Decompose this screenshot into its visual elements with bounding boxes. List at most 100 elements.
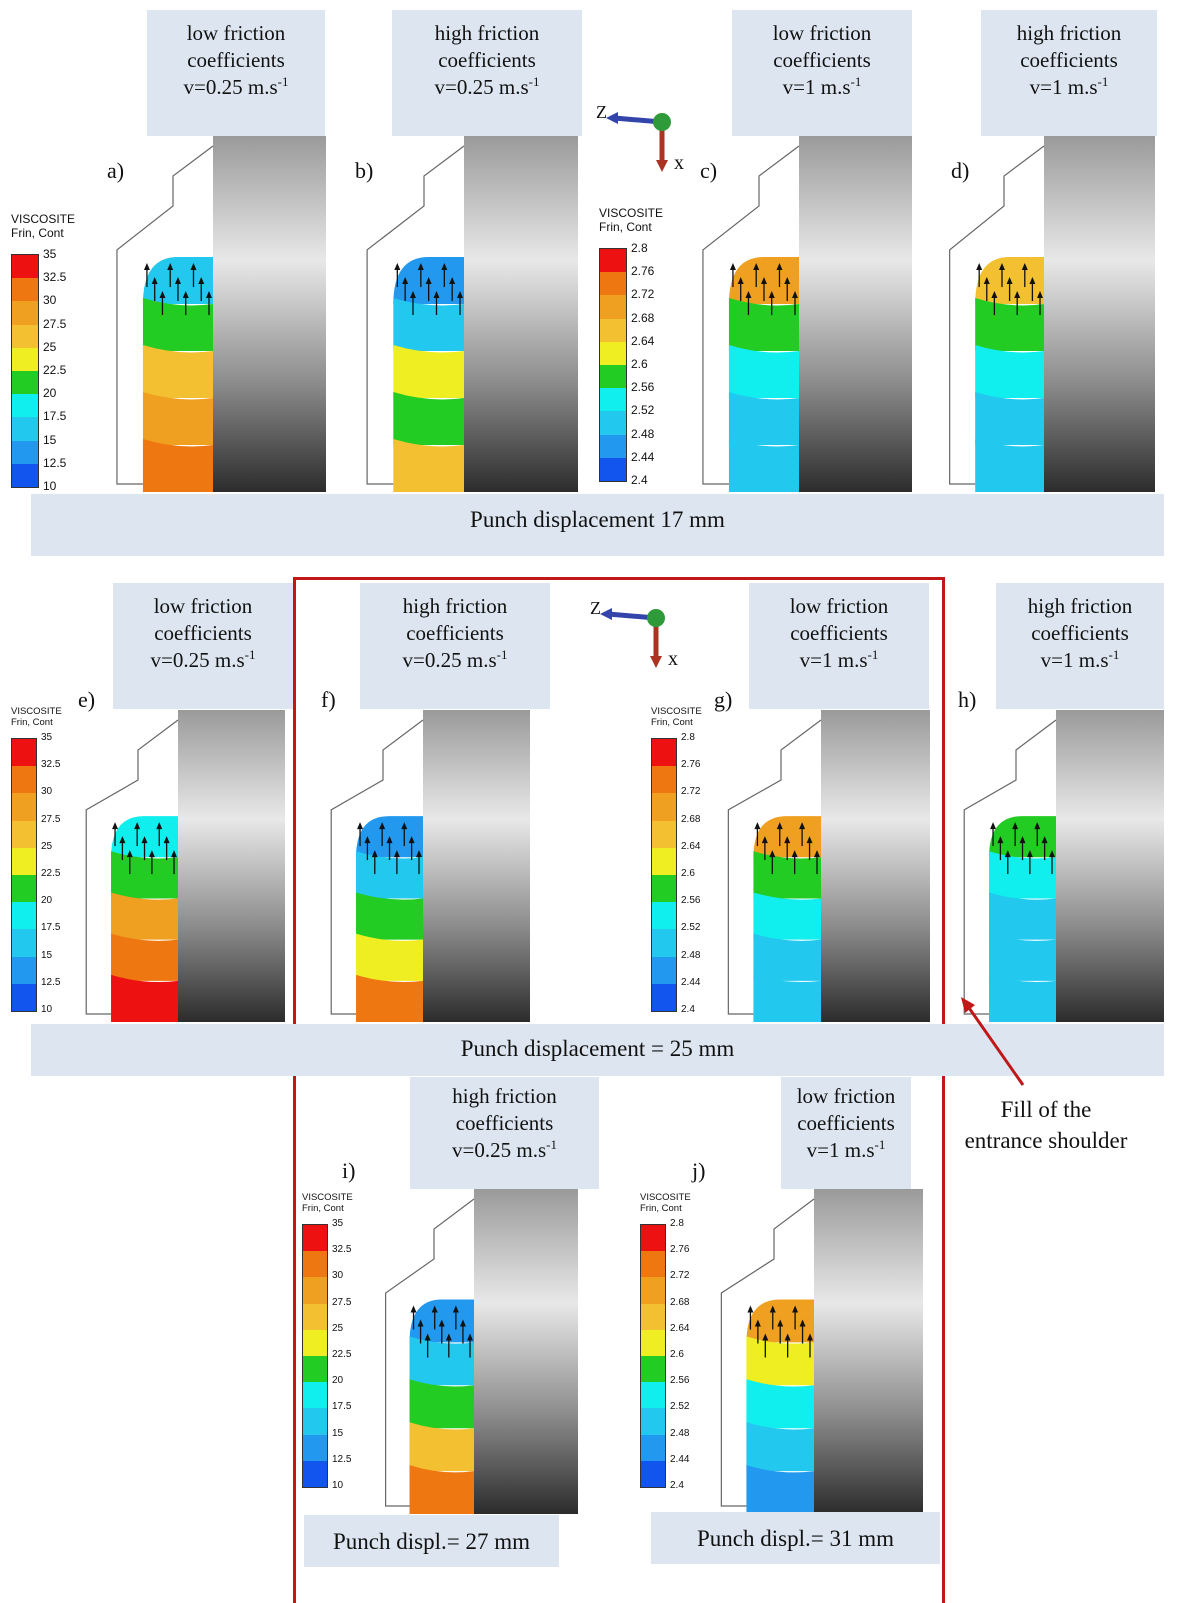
contour-band (356, 974, 423, 1022)
axis-x-label: x (668, 648, 678, 670)
legend-tick-label: 10 (332, 1480, 344, 1491)
legend-tick-label: 2.8 (670, 1218, 684, 1229)
simulation-figure (366, 136, 578, 492)
caption-a-exp: -1 (277, 74, 289, 89)
contour-band (409, 1336, 474, 1386)
legend-tick-label: 30 (43, 293, 57, 308)
legend-swatch (12, 278, 38, 302)
legend-swatch (652, 766, 676, 794)
legend-tick-label: 22.5 (43, 363, 67, 377)
velocity-arrowhead (433, 291, 440, 299)
legend-swatch (12, 874, 36, 903)
experiment-photo (814, 1189, 923, 1514)
legend-swatch (12, 766, 36, 794)
die-outline (85, 719, 179, 1015)
velocity-arrowhead (792, 291, 798, 299)
legend-tick-label: 2.4 (681, 1004, 695, 1015)
panel-a-simulation (100, 136, 326, 492)
contour-band (746, 1379, 814, 1429)
caption-i-line1: high friction (452, 1084, 557, 1108)
velocity-arrowhead (438, 1319, 445, 1327)
velocity-arrowhead (1049, 850, 1055, 858)
legend-swatch (641, 1303, 665, 1330)
caption-h-line3: v=1 m.s (1040, 648, 1109, 672)
panel-label-j: j) (692, 1158, 706, 1183)
velocity-arrowhead (1012, 822, 1019, 830)
legend-tick-label: 2.68 (681, 813, 701, 825)
velocity-arrowhead (394, 263, 401, 271)
legend-swatch (600, 295, 626, 319)
legend-tick-label: 15 (41, 949, 53, 961)
legend-swatch (12, 347, 38, 371)
legend-title-2: Frin, Cont (302, 1203, 344, 1214)
contour-band (728, 298, 799, 352)
legend-tick-label: 17.5 (41, 922, 61, 934)
band-row3-left: Punch displ.= 27 mm (304, 1515, 559, 1567)
legend-tick-label: 2.48 (681, 949, 701, 961)
contour-band (989, 851, 1056, 899)
panel-label-i: i) (342, 1158, 356, 1183)
contour-band (393, 392, 464, 446)
legend-swatch (600, 341, 626, 365)
velocity-arrowhead (457, 291, 463, 299)
simulation-figure (385, 1189, 578, 1514)
legend-viscosity-a: VISCOSITE Frin, Cont 35 32.5 30 27.5 25 22.5 2… (11, 212, 91, 492)
simulation-figure (720, 1189, 923, 1514)
contour-band (142, 345, 213, 399)
caption-b-line1: high friction (434, 21, 540, 45)
velocity-arrowhead (364, 836, 371, 844)
velocity-arrowhead (769, 1305, 776, 1313)
die-outline (727, 719, 822, 1015)
band-row3-right: Punch displ.= 31 mm (651, 1512, 940, 1564)
legend-tick-label: 27.5 (43, 316, 67, 331)
caption-c: low friction coefficients v=1 m.s-1 (732, 10, 912, 136)
legend-tick-label: 32.5 (41, 759, 61, 771)
velocity-arrowhead (401, 822, 408, 830)
contour-band (356, 933, 423, 981)
legend-swatch (641, 1329, 665, 1356)
caption-g-line1: low friction (789, 594, 889, 618)
annotation-line2: entrance shoulder (964, 1128, 1128, 1153)
caption-g-exp: -1 (867, 647, 879, 662)
velocity-arrowhead (1021, 263, 1028, 271)
velocity-arrowhead (990, 822, 997, 830)
legend-swatch (652, 983, 676, 1011)
highlight-box (293, 577, 945, 1603)
contour-band (746, 1465, 814, 1514)
velocity-arrowhead (459, 1319, 466, 1327)
legend-swatch (12, 370, 38, 395)
legend-tick-label: 25 (43, 339, 57, 354)
legend-swatch (641, 1408, 665, 1435)
legend-swatch (303, 1460, 327, 1487)
velocity-arrowhead (998, 263, 1005, 271)
panel-e-simulation (70, 710, 285, 1022)
velocity-arrowhead (762, 1333, 769, 1341)
velocity-arrowhead (156, 822, 163, 830)
legend-swatch (12, 739, 36, 767)
legend-tick-label: 2.52 (631, 403, 655, 418)
velocity-arrowhead (151, 277, 158, 285)
velocity-arrowhead (799, 822, 806, 830)
velocity-arrowhead (425, 277, 432, 285)
legend-swatch (652, 847, 676, 875)
contour-band (728, 439, 799, 492)
contour-band (753, 851, 821, 899)
caption-g-line3: v=1 m.s (799, 648, 868, 672)
axis-z-label: Z (590, 598, 601, 618)
legend-tick-label: 32.5 (332, 1244, 352, 1256)
caption-c-exp: -1 (850, 74, 862, 89)
legend-tick-label: 2.72 (681, 786, 701, 798)
panel-label-g: g) (714, 687, 733, 712)
panel-c-simulation (686, 136, 912, 492)
legend-swatch (600, 364, 626, 389)
legend-title-1: VISCOSITE (302, 1192, 353, 1203)
caption-a-line2: coefficients (187, 48, 285, 72)
legend-title-2: Frin, Cont (599, 220, 652, 234)
panel-g-simulation (712, 710, 930, 1022)
legend-colorbar (302, 1224, 328, 1488)
legend-tick-label: 2.6 (631, 357, 648, 371)
caption-j-line2: coefficients (797, 1111, 895, 1135)
velocity-arrowhead (1006, 277, 1013, 285)
legend-tick-label: 2.48 (631, 426, 655, 441)
velocity-arrowhead (467, 1333, 473, 1341)
